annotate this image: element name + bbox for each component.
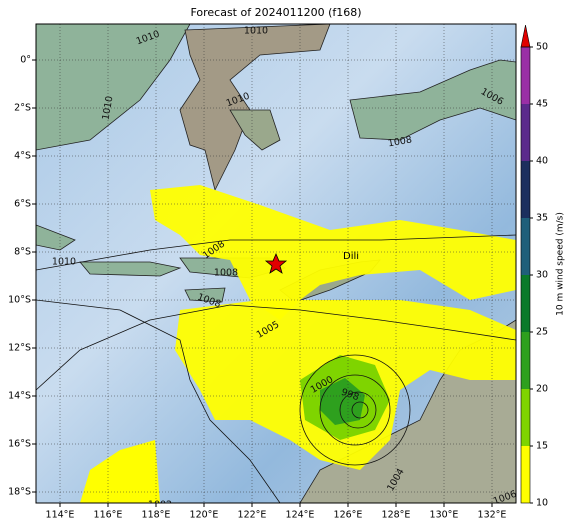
colorbar-bin [521, 332, 530, 389]
wind-15 [150, 185, 516, 320]
colorbar-tick-label: 25 [536, 327, 548, 338]
colorbar-tick-label: 50 [536, 42, 548, 53]
moluccas-papua [349, 59, 516, 141]
lon-tick-label: 124°E [286, 510, 315, 521]
colorbar-extend [520, 24, 531, 48]
contour-label: 1008 [387, 134, 413, 149]
lon-tick-label: 128°E [382, 510, 411, 521]
colorbar-bin [521, 47, 530, 104]
lon-tick-label: 132°E [478, 510, 507, 521]
sulawesi [179, 24, 331, 192]
lon-ticks: 114°E 116°E 118°E 120°E 122°E 124°E 126°E 128°E… [46, 503, 507, 521]
colorbar-label: 10 m wind speed (m/s) [556, 212, 566, 316]
lon-tick-label: 130°E [430, 510, 459, 521]
contour-label: 1010 [244, 26, 268, 37]
colorbar-tick-label: 30 [536, 270, 548, 281]
colorbar-tick-label: 10 [536, 498, 548, 509]
colorbar-tick-label: 35 [536, 213, 548, 224]
lat-ticks: 0° 2°S 4°S 6°S 8°S 10°S 12°S 14°S 16°S 18°S [8, 55, 36, 498]
colorbar-tick-label: 20 [536, 384, 548, 395]
colorbar: 10 15 20 25 30 35 40 45 50 [520, 24, 548, 509]
lon-tick-label: 126°E [334, 510, 363, 521]
lat-tick-label: 6°S [14, 199, 31, 210]
lon-tick-label: 122°E [238, 510, 267, 521]
lat-tick-label: 8°S [14, 247, 31, 258]
colorbar-bin [521, 446, 530, 503]
lon-tick-label: 116°E [94, 510, 123, 521]
location-star [264, 252, 288, 274]
map-title: Forecast of 2024011200 (f168) [190, 6, 361, 19]
graticule [36, 24, 516, 503]
wind-15 [80, 440, 160, 503]
lon-tick-label: 120°E [190, 510, 219, 521]
lat-tick-label: 0° [20, 55, 31, 66]
map-frame [35, 23, 517, 504]
place-label: Dili [343, 251, 359, 262]
lat-tick-label: 2°S [14, 103, 31, 114]
colorbar-tick-label: 15 [536, 441, 548, 452]
lat-tick-label: 12°S [8, 343, 31, 354]
lon-tick-label: 114°E [46, 510, 75, 521]
lat-tick-label: 4°S [14, 151, 31, 162]
contour-label: 1002 [148, 500, 172, 511]
colorbar-bin [521, 389, 530, 446]
colorbar-tick-label: 40 [536, 156, 548, 167]
lat-tick-label: 14°S [8, 391, 31, 402]
colorbar-bin [521, 218, 530, 275]
colorbar-bin [521, 275, 530, 332]
map-area: 1010 101010101010101010081008100810081006… [36, 24, 516, 511]
borneo [36, 24, 191, 151]
buton [229, 109, 281, 151]
lat-tick-label: 16°S [8, 439, 31, 450]
lon-tick-label: 118°E [142, 510, 171, 521]
colorbar-bin [521, 161, 530, 218]
colorbar-bin [521, 104, 530, 161]
isobars [36, 234, 516, 503]
contour-label: 1008 [214, 268, 238, 279]
contour-label: 1010 [52, 257, 76, 268]
lat-tick-label: 18°S [8, 487, 31, 498]
colorbar-tick-label: 45 [536, 99, 548, 110]
lat-tick-label: 10°S [8, 295, 31, 306]
